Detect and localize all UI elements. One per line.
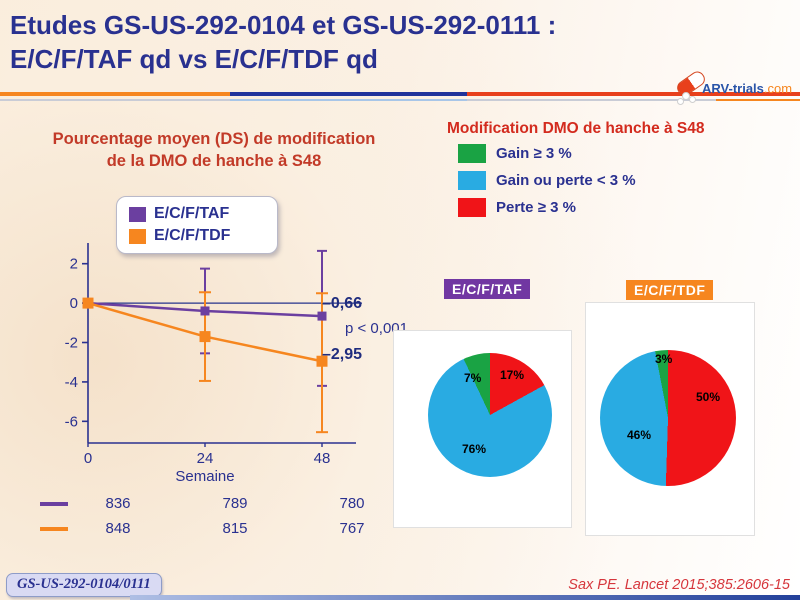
left-chart-heading-line1: Pourcentage moyen (DS) de modification [52,130,376,148]
tdf-n-week24: 815 [222,520,248,537]
slide-title: Etudes GS-US-292-0104 et GS-US-292-0111 … [10,8,710,77]
title-subdivider-orange [716,99,800,101]
patients-row-tdf: 848 815 767 [30,519,430,539]
pill-dot-icon [689,96,696,103]
taf-endpoint-value: –0,66 [322,295,363,312]
tdf-pie-label-gain: 3% [655,352,673,366]
taf-n-week24: 789 [222,495,248,512]
bottom-accent-bar [130,595,800,600]
pill-dot-icon [677,98,684,105]
left-chart-heading: Pourcentage moyen (DS) de modification d… [8,128,420,173]
neutral-color-swatch [458,170,486,190]
title-subdivider-gray2 [467,99,716,101]
taf-color-swatch [129,206,146,222]
svg-text:0: 0 [84,450,92,467]
title-subdivider-gray1 [0,99,230,101]
pie-legend-gain-label: Gain ≥ 3 % [496,144,572,162]
logo-domain-suffix: .com [763,81,793,96]
legend-item-taf: E/C/F/TAF [129,203,277,225]
taf-pie-label-neutral: 76% [462,442,487,456]
left-chart-heading-line2: de la DMO de hanche à S48 [106,152,322,171]
taf-n-week48: 780 [339,495,365,512]
slide-title-line2: E/C/F/TAF qd vs E/C/F/TDF qd [10,44,378,75]
logo-text: ARV-trials.com [702,81,793,96]
arv-trials-logo[interactable]: ARV-trials.com [674,68,794,105]
taf-pie-chart [428,353,552,477]
title-divider-navy [230,92,467,96]
tdf-n-week48: 767 [339,520,365,537]
legend-label-taf: E/C/F/TAF [154,205,230,222]
svg-text:-4: -4 [65,374,78,391]
tdf-pie-label-perte: 50% [696,390,721,404]
pie-legend-perte: Perte ≥ 3 % [458,196,576,218]
svg-text:48: 48 [314,450,331,467]
taf-row-dash [40,502,68,506]
title-divider-orange [0,92,230,96]
tdf-pie-chart [600,350,736,486]
slide-title-line1: Etudes GS-US-292-0104 et GS-US-292-0111 … [10,10,557,40]
taf-n-week0: 836 [105,495,131,512]
p-value-label: p < 0,001 [345,320,408,337]
taf-pie-label-gain: 7% [464,371,482,385]
legend-item-tdf: E/C/F/TDF [129,225,277,247]
svg-text:0: 0 [70,295,78,312]
tdf-pie-badge: E/C/F/TDF [626,280,714,300]
svg-text:2: 2 [70,256,78,273]
svg-text:24: 24 [197,450,214,467]
perte-color-swatch [458,197,486,217]
svg-text:-2: -2 [65,335,78,352]
taf-pie-label-perte: 17% [500,368,525,382]
pie-legend-neutral-label: Gain ou perte < 3 % [496,171,636,189]
tdf-pie-label-neutral: 46% [627,428,652,442]
tdf-n-week0: 848 [105,520,131,537]
gain-color-swatch [458,143,486,163]
tdf-row-dash [40,527,68,531]
legend-label-tdf: E/C/F/TDF [154,227,231,244]
tdf-endpoint-value: –2,95 [322,346,363,363]
pie-legend-perte-label: Perte ≥ 3 % [496,198,576,216]
pie-legend-neutral: Gain ou perte < 3 % [458,169,636,191]
taf-pie-badge: E/C/F/TAF [444,279,531,299]
svg-text:-6: -6 [65,413,78,430]
line-chart-legend: E/C/F/TAF E/C/F/TDF [116,196,278,254]
tdf-color-swatch [129,228,146,244]
study-id-badge: GS-US-292-0104/0111 [6,573,162,597]
patients-row-taf: 836 789 780 [30,494,430,514]
citation-reference: Sax PE. Lancet 2015;385:2606-15 [568,577,790,593]
title-divider-red [467,92,800,96]
bmd-line-chart: 2 0 -2 -4 -6 0 24 48 [65,243,362,467]
pie-legend-gain: Gain ≥ 3 % [458,142,572,164]
title-subdivider-blue [230,99,467,101]
right-section-heading: Modification DMO de hanche à S48 [447,120,705,137]
x-axis-title: Semaine [175,468,235,485]
